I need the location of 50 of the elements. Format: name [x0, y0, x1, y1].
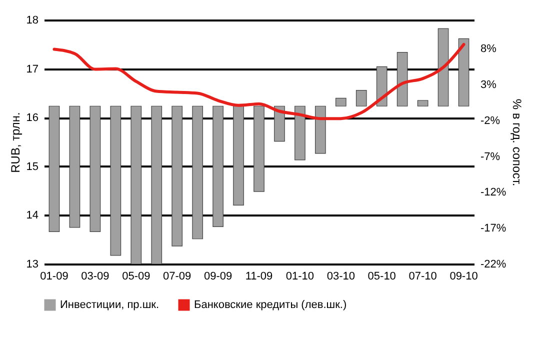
y-tick-label: 16 — [26, 112, 38, 124]
bar — [438, 28, 449, 106]
y2-tick-label: 3% — [480, 79, 497, 92]
bar — [356, 90, 367, 106]
bar — [233, 106, 244, 206]
y-tick-label: 15 — [26, 160, 38, 173]
y2-tick-label: -17% — [480, 222, 506, 235]
bar — [254, 106, 264, 192]
y-tick-label: 17 — [26, 63, 38, 76]
x-tick-label: 09-10 — [450, 270, 478, 282]
legend-label: Инвестиции, пр.шк. — [60, 299, 160, 311]
y-tick-label: 14 — [26, 210, 38, 222]
bar — [274, 106, 285, 142]
legend-label: Банковские кредиты (лев.шк.) — [194, 299, 347, 311]
y2-tick-label: -7% — [480, 150, 500, 163]
bar — [172, 106, 183, 246]
x-tick-label: 09-09 — [204, 270, 232, 282]
y2-tick-label: -12% — [480, 186, 506, 199]
y2-tick-label: -22% — [480, 258, 506, 270]
bar — [192, 106, 203, 240]
x-tick-label: 01-10 — [286, 270, 314, 282]
bar — [335, 98, 346, 106]
x-tick-label: 07-09 — [163, 270, 192, 282]
bar — [48, 106, 60, 232]
x-tick-label: 07-10 — [408, 270, 437, 282]
bar — [151, 106, 162, 264]
bar — [69, 106, 80, 228]
bar — [458, 38, 470, 106]
x-tick-label: 05-09 — [122, 270, 150, 282]
bar — [396, 52, 408, 106]
bar — [294, 106, 306, 160]
y2-axis-title: % в год. сопост. — [510, 98, 524, 186]
x-tick-label: 01-09 — [40, 270, 68, 282]
y-tick-label: 13 — [26, 258, 38, 270]
bar — [90, 106, 101, 232]
x-tick-label: 03-09 — [81, 270, 110, 282]
bar — [315, 106, 326, 154]
x-tick-label: 11-09 — [245, 270, 273, 282]
x-tick-label: 05-10 — [368, 270, 396, 282]
bar — [376, 66, 388, 106]
y2-tick-label: -2% — [480, 114, 500, 127]
x-tick-label: 03-10 — [326, 270, 355, 282]
bar — [110, 106, 122, 256]
bar — [212, 106, 224, 227]
bar — [130, 106, 142, 264]
y-axis-title: RUB, трлн. — [8, 112, 22, 173]
bar — [417, 100, 428, 106]
line-series — [52, 42, 466, 120]
y-tick-label: 18 — [26, 14, 38, 26]
y2-tick-label: 8% — [480, 43, 497, 56]
